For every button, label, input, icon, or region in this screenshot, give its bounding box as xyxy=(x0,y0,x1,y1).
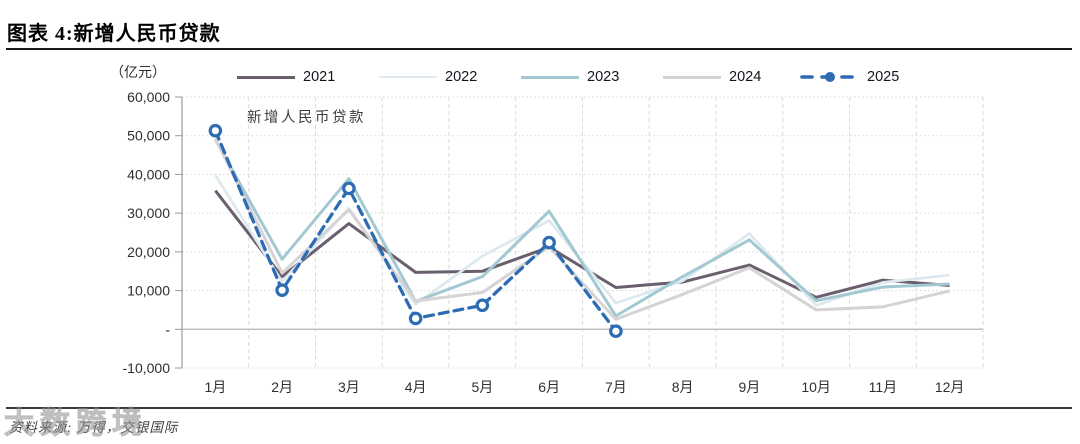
data-point-marker-2025 xyxy=(542,235,556,250)
legend-label-2025: 2025 xyxy=(867,69,900,85)
y-axis-unit-label: （亿元） xyxy=(110,64,166,80)
y-tick-label: 30,000 xyxy=(127,205,170,221)
legend-item-2024: 2024 xyxy=(663,69,761,85)
title-rule xyxy=(6,48,1072,50)
x-tick-label: 4月 xyxy=(405,379,427,395)
legend-swatch-2022 xyxy=(379,75,437,79)
series-line-2024 xyxy=(214,138,950,321)
y-tick-label: -10,000 xyxy=(123,360,171,376)
legend-label-2023: 2023 xyxy=(587,69,620,85)
y-tick-label: - xyxy=(165,321,170,337)
x-tick-label: 1月 xyxy=(204,379,226,395)
data-point-marker-2025 xyxy=(408,311,423,326)
page-title: 图表 4:新增人民币贷款 xyxy=(7,23,221,45)
legend-swatch-2024 xyxy=(663,75,721,79)
legend-swatch-2025 xyxy=(799,70,861,84)
x-tick-label: 11月 xyxy=(869,379,898,395)
x-tick-label: 3月 xyxy=(338,379,360,395)
x-tick-label: 9月 xyxy=(738,379,760,395)
data-point-marker-2025 xyxy=(609,324,623,339)
legend-item-2021: 2021 xyxy=(237,69,335,85)
y-tick-label: 20,000 xyxy=(127,244,170,260)
legend-item-2023: 2023 xyxy=(521,69,619,85)
x-tick-label: 12月 xyxy=(935,379,965,395)
data-point-marker-2025 xyxy=(275,283,289,297)
legend-label-2021: 2021 xyxy=(303,69,336,85)
x-tick-label: 2月 xyxy=(271,379,293,395)
y-tick-label: 40,000 xyxy=(127,166,170,182)
data-point-marker-2025 xyxy=(208,123,223,138)
x-tick-label: 5月 xyxy=(471,379,493,395)
x-tick-label: 7月 xyxy=(605,379,627,395)
series-line-2021 xyxy=(214,189,950,299)
source-text: 资料来源: 万得，交银国际 xyxy=(9,420,179,435)
chart-legend: 2021 2022 2023 2024 2025 xyxy=(0,69,1080,87)
legend-label-2022: 2022 xyxy=(445,69,478,85)
legend-swatch-2023 xyxy=(521,75,579,79)
x-tick-label: 6月 xyxy=(538,379,560,395)
footer-rule xyxy=(6,407,1072,409)
legend-item-2025: 2025 xyxy=(799,69,899,85)
y-tick-label: 60,000 xyxy=(127,89,170,105)
legend-label-2024: 2024 xyxy=(729,69,762,85)
x-tick-label: 8月 xyxy=(672,379,694,395)
series-line-2023 xyxy=(214,138,950,318)
y-tick-label: 50,000 xyxy=(127,128,170,144)
legend-swatch-2021 xyxy=(237,75,295,79)
data-point-marker-2025 xyxy=(342,181,356,196)
plot-annotation: 新增人民币贷款 xyxy=(247,110,366,126)
legend-item-2022: 2022 xyxy=(379,69,477,85)
x-tick-label: 10月 xyxy=(801,379,831,395)
y-tick-label: 10,000 xyxy=(127,283,170,299)
data-point-marker-2025 xyxy=(475,298,490,313)
